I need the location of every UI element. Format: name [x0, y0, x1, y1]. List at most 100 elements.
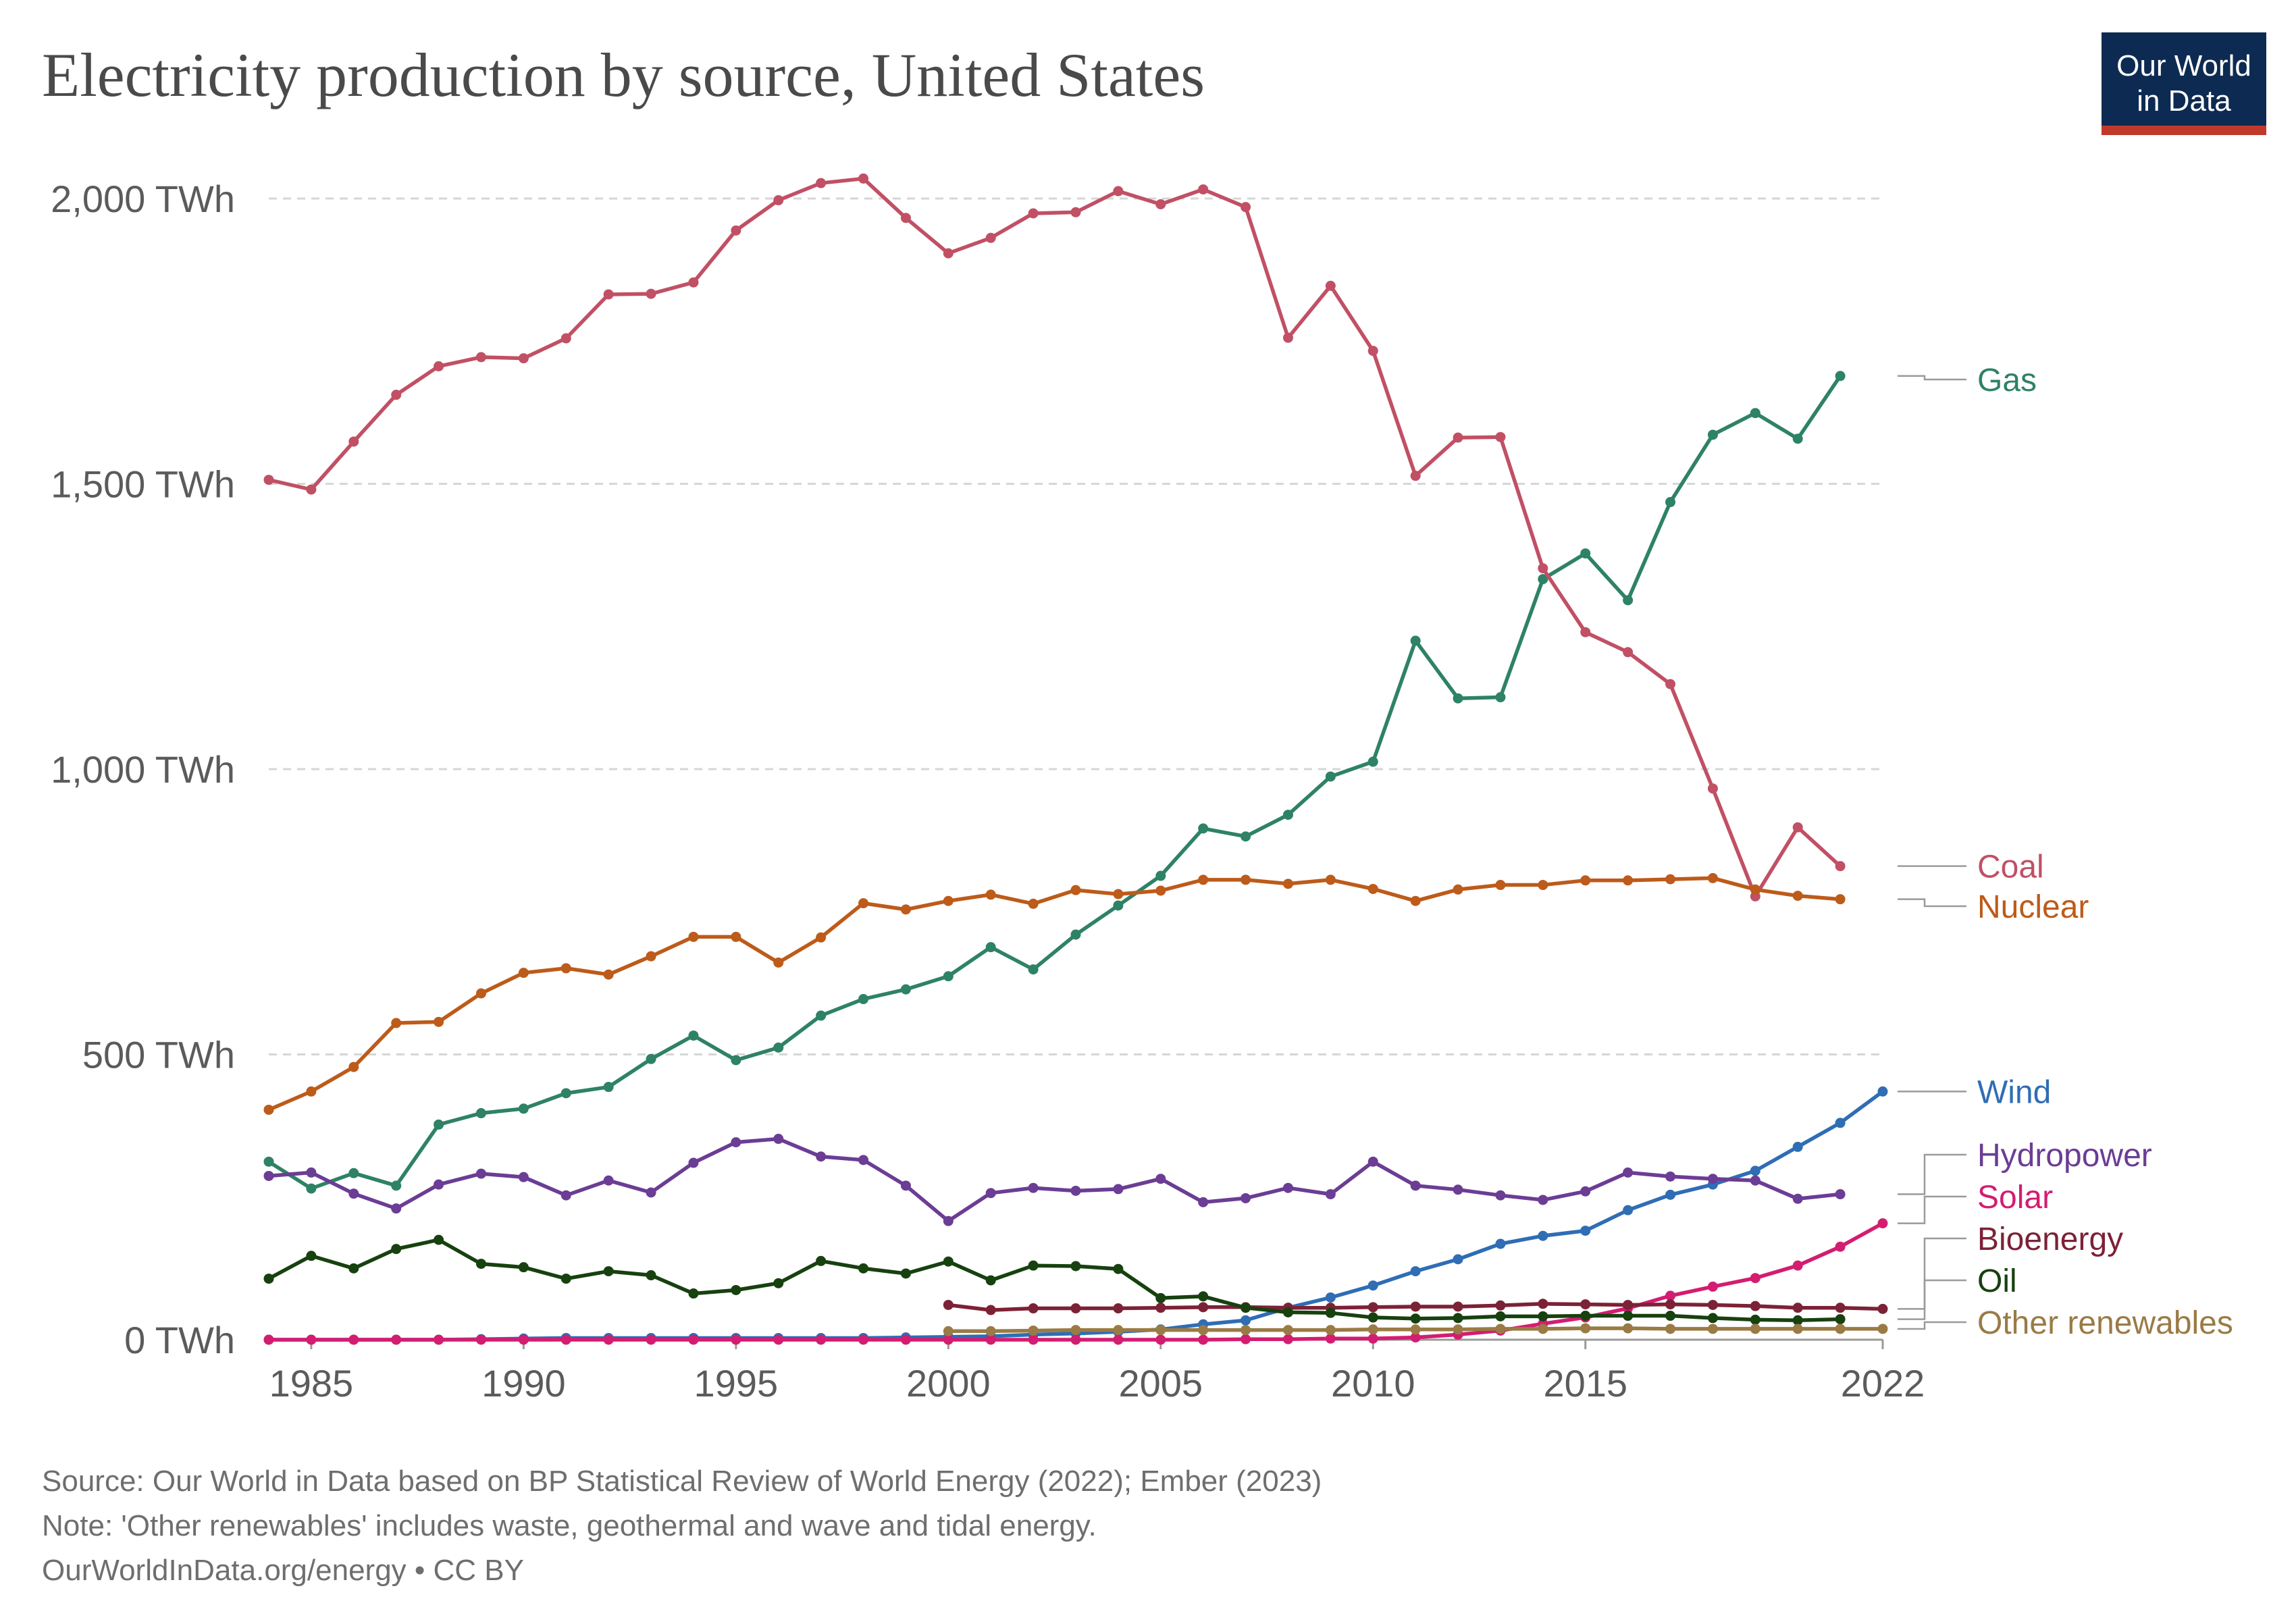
data-point-coal — [1410, 471, 1421, 481]
series-line-coal — [268, 176, 1842, 899]
data-point-gas — [1623, 595, 1634, 606]
data-point-oil — [348, 1263, 359, 1274]
footer-link[interactable]: OurWorldInData.org/energy • CC BY — [42, 1554, 524, 1587]
data-point-wind — [1877, 1086, 1888, 1097]
data-point-gas — [900, 984, 911, 995]
data-point-coal — [1580, 627, 1591, 637]
data-point-other-renewables — [1665, 1324, 1676, 1334]
data-point-coal — [1241, 202, 1251, 213]
data-point-oil — [1835, 1314, 1846, 1325]
data-point-nuclear — [1325, 874, 1336, 885]
logo-background — [2102, 32, 2266, 127]
data-point-hydropower — [1665, 1171, 1676, 1182]
x-tick-label: 1990 — [481, 1362, 566, 1405]
data-point-nuclear — [1495, 880, 1506, 891]
data-point-hydropower — [263, 1170, 274, 1181]
data-point-wind — [1792, 1141, 1803, 1152]
data-point-nuclear — [1282, 879, 1293, 889]
data-point-coal — [518, 353, 529, 364]
data-point-coal — [1835, 861, 1846, 872]
data-point-coal — [391, 390, 402, 400]
x-tick-label: 1985 — [269, 1362, 354, 1405]
data-point-coal — [1623, 647, 1634, 658]
data-point-hydropower — [1241, 1193, 1251, 1203]
data-point-nuclear — [1367, 883, 1378, 894]
data-point-nuclear — [603, 969, 614, 980]
chart-title: Electricity production by source, United… — [42, 41, 1205, 109]
data-point-other-renewables — [1113, 1325, 1124, 1336]
data-point-coal — [1028, 208, 1039, 219]
data-point-nuclear — [1835, 894, 1846, 905]
data-point-gas — [348, 1168, 359, 1178]
data-point-nuclear — [943, 895, 954, 906]
data-point-hydropower — [1835, 1189, 1846, 1200]
data-point-solar — [731, 1334, 741, 1345]
data-point-other-renewables — [1877, 1324, 1888, 1334]
data-point-oil — [603, 1266, 614, 1277]
data-point-gas — [1325, 771, 1336, 782]
data-point-nuclear — [646, 951, 656, 962]
data-point-hydropower — [1538, 1195, 1548, 1205]
data-point-coal — [1325, 280, 1336, 291]
data-point-solar — [1070, 1334, 1081, 1345]
data-point-wind — [1367, 1280, 1378, 1291]
data-point-hydropower — [1198, 1197, 1209, 1207]
data-point-gas — [1495, 692, 1506, 703]
data-point-coal — [348, 436, 359, 447]
data-point-oil — [1580, 1311, 1591, 1321]
data-point-nuclear — [1792, 891, 1803, 901]
data-point-hydropower — [518, 1172, 529, 1182]
data-point-oil — [773, 1278, 784, 1288]
data-point-bioenergy — [1707, 1299, 1718, 1310]
data-point-nuclear — [858, 898, 869, 909]
x-tick-label: 2000 — [906, 1362, 991, 1405]
data-point-solar — [1877, 1218, 1888, 1229]
data-point-other-renewables — [943, 1326, 954, 1336]
label-connector-gas — [1898, 375, 1966, 381]
series-line-gas — [267, 375, 1842, 1190]
data-point-hydropower — [475, 1168, 486, 1179]
series-end-labels: Gas Coal Nuclear Wind Hydropower Solar Bioener… — [1898, 363, 2233, 1341]
data-point-oil — [1155, 1292, 1166, 1303]
data-point-other-renewables — [1750, 1324, 1760, 1334]
data-point-solar — [943, 1334, 954, 1345]
data-point-coal — [1538, 563, 1548, 574]
data-point-nuclear — [731, 931, 741, 942]
data-point-bioenergy — [1877, 1303, 1888, 1314]
data-point-bioenergy — [1538, 1299, 1548, 1309]
data-point-solar — [603, 1334, 614, 1345]
data-point-solar — [518, 1334, 529, 1345]
data-point-solar — [816, 1334, 827, 1345]
label-connector-hydropower — [1898, 1153, 1966, 1195]
data-point-wind — [1835, 1118, 1846, 1128]
data-point-coal — [1070, 207, 1081, 217]
data-point-hydropower — [731, 1137, 741, 1148]
data-point-gas — [1707, 429, 1718, 440]
data-point-hydropower — [348, 1188, 359, 1199]
data-point-other-renewables — [1538, 1324, 1548, 1334]
data-point-wind — [1623, 1205, 1634, 1215]
data-point-solar — [1155, 1334, 1166, 1345]
data-point-oil — [1623, 1311, 1634, 1321]
data-point-bioenergy — [985, 1305, 996, 1315]
data-point-solar — [1282, 1334, 1293, 1344]
owid-logo[interactable]: Our World in Data — [2102, 32, 2266, 135]
data-point-coal — [1367, 346, 1378, 357]
data-point-coal — [1282, 332, 1293, 343]
data-point-gas — [1028, 964, 1039, 975]
data-point-hydropower — [1580, 1186, 1591, 1197]
data-point-oil — [985, 1275, 996, 1286]
data-point-nuclear — [434, 1016, 444, 1027]
data-point-hydropower — [688, 1157, 699, 1168]
data-point-oil — [1325, 1307, 1336, 1318]
series-line-hydropower — [268, 1136, 1841, 1223]
label-connector-other-renewables — [1898, 1321, 1966, 1330]
data-point-oil — [1410, 1313, 1421, 1324]
y-tick-label: 2,000 TWh — [51, 178, 235, 220]
data-point-solar — [773, 1334, 784, 1345]
logo-line-1: Our World — [2116, 49, 2251, 82]
data-point-solar — [1410, 1332, 1421, 1343]
data-point-nuclear — [518, 968, 529, 978]
data-point-bioenergy — [1028, 1303, 1039, 1314]
